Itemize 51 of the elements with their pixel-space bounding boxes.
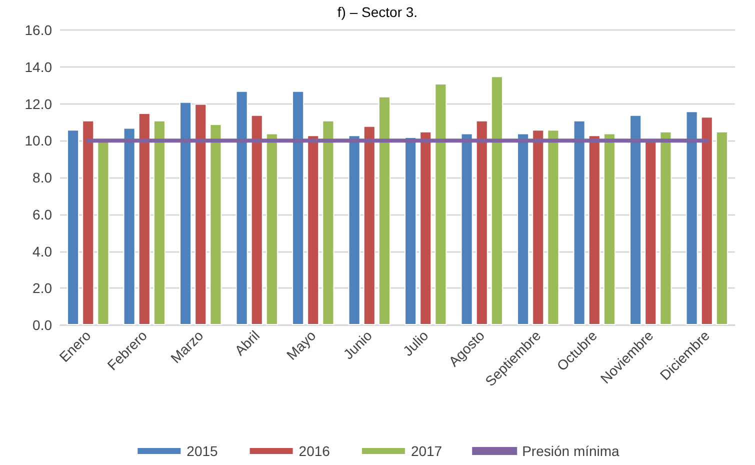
- bar: [194, 104, 207, 325]
- legend-label: 2016: [298, 443, 330, 459]
- legend-label: 2015: [186, 443, 218, 459]
- y-tick-label: 4.0: [32, 243, 52, 260]
- y-tick-label: 14.0: [24, 58, 52, 75]
- bar: [420, 131, 432, 325]
- bar: [460, 133, 473, 325]
- y-tick-label: 12.0: [24, 96, 52, 112]
- bar: [476, 120, 488, 325]
- bar: [630, 114, 642, 325]
- y-tick-label: 6.0: [32, 206, 52, 222]
- y-tick-label: 0.0: [32, 317, 52, 333]
- bar: [363, 126, 376, 325]
- bar: [82, 120, 94, 325]
- bar: [517, 133, 530, 325]
- y-tick-label: 10.0: [24, 132, 52, 149]
- bar: [348, 135, 360, 325]
- y-tick-label: 2.0: [32, 280, 52, 296]
- bar: [292, 90, 304, 325]
- bar: [716, 131, 728, 325]
- bar: [97, 140, 110, 325]
- y-tick-label: 16.0: [24, 22, 52, 38]
- bar: [236, 90, 248, 325]
- bar: [378, 96, 390, 325]
- bar: [67, 130, 80, 325]
- bar: [266, 133, 278, 325]
- bar: [644, 140, 657, 325]
- bar: [588, 135, 600, 325]
- bar: [307, 135, 320, 325]
- bar: [573, 120, 586, 325]
- bar: [434, 83, 447, 325]
- bar: [180, 102, 192, 325]
- bar: [490, 76, 503, 325]
- legend-label: 2017: [410, 443, 442, 459]
- bar: [603, 133, 616, 325]
- bar: [123, 128, 136, 325]
- bar: [532, 130, 544, 325]
- y-tick-label: 8.0: [32, 170, 52, 186]
- bar: [322, 120, 334, 325]
- bar: [547, 130, 560, 325]
- bar: [153, 120, 166, 325]
- bar: [210, 124, 222, 325]
- bar: [138, 112, 150, 325]
- bar: [686, 111, 698, 325]
- legend-label: Presión mínima: [522, 443, 620, 459]
- bar: [660, 131, 672, 325]
- bar: [404, 136, 417, 325]
- chart-title: f) – Sector 3.: [337, 4, 418, 20]
- bar: [700, 116, 713, 325]
- x-tick-label: Julio: [400, 327, 432, 359]
- bar: [250, 114, 263, 325]
